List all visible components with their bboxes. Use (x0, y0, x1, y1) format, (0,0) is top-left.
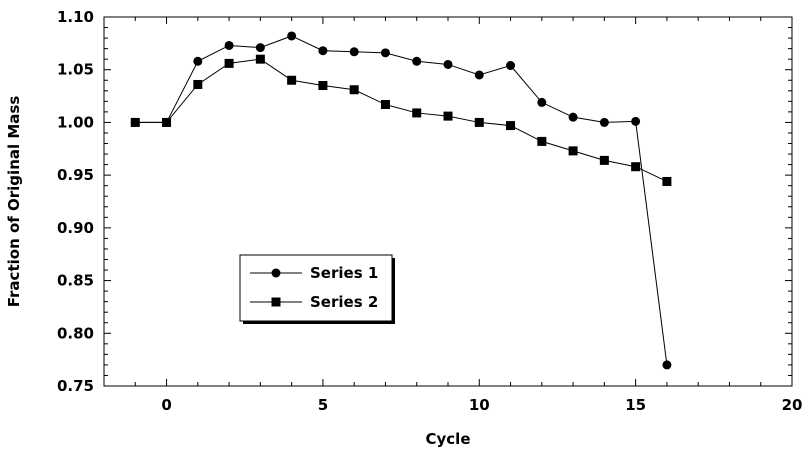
legend-marker (271, 268, 281, 278)
series-2-point (380, 100, 390, 110)
legend: Series 1 Series 2 (239, 254, 395, 324)
series-1 (130, 31, 672, 370)
series-2-point (224, 58, 234, 68)
legend-box (239, 254, 393, 322)
y-tick-label: 0.80 (57, 324, 94, 342)
legend-label: Series 2 (310, 293, 378, 311)
series-1-point (224, 40, 234, 50)
series-1-line (135, 35, 668, 365)
legend-marker (271, 297, 281, 307)
x-axis: 0 5 10 15 20 (103, 17, 803, 414)
x-tick-label: 20 (782, 396, 803, 414)
legend-label: Series 1 (310, 264, 378, 282)
y-tick-label: 0.75 (57, 377, 94, 395)
series-2-point (318, 81, 328, 91)
series-1-point (599, 117, 609, 127)
series-1-point (662, 360, 672, 370)
x-tick-label: 10 (469, 396, 490, 414)
series-2-point (162, 117, 172, 127)
series-1-point (568, 112, 578, 122)
y-tick-label: 1.05 (57, 61, 94, 79)
plot-frame (103, 16, 793, 387)
y-axis-title: Fraction of Original Mass (5, 96, 23, 308)
y-tick-label: 0.90 (57, 219, 94, 237)
series-2-point (287, 75, 297, 85)
series-2-point (537, 136, 547, 146)
series-1-point (631, 116, 641, 126)
y-tick-label: 0.85 (57, 272, 94, 290)
x-axis-title: Cycle (426, 430, 471, 448)
x-tick-label: 0 (161, 396, 171, 414)
series-1-point (443, 59, 453, 69)
series-2-point (474, 117, 484, 127)
series-1-point (474, 70, 484, 80)
x-tick-label: 5 (318, 396, 328, 414)
series-2-point (662, 176, 672, 186)
series-1-point (318, 46, 328, 56)
series-1-point (255, 43, 265, 53)
series-1-point (287, 31, 297, 41)
series-2-point (631, 162, 641, 172)
series-2-point (255, 54, 265, 64)
series-2-point (599, 155, 609, 165)
y-axis: 0.75 0.80 0.85 0.90 0.95 1.00 1.05 1.10 (57, 8, 792, 395)
series-1-point (349, 47, 359, 57)
series-1-point (506, 60, 516, 70)
series-layer (130, 31, 672, 370)
series-2-point (349, 85, 359, 95)
x-tick-label: 15 (625, 396, 646, 414)
y-tick-label: 1.10 (57, 8, 94, 26)
series-1-point (537, 97, 547, 107)
series-2-point (412, 108, 422, 118)
y-tick-label: 0.95 (57, 166, 94, 184)
series-2-point (130, 117, 140, 127)
y-tick-label: 1.00 (57, 113, 94, 131)
series-2-point (568, 146, 578, 156)
series-2 (130, 54, 672, 186)
series-1-point (412, 56, 422, 66)
series-1-point (380, 48, 390, 58)
plot-border (103, 16, 793, 387)
series-2-point (506, 121, 516, 131)
series-2-point (443, 111, 453, 121)
series-1-point (193, 56, 203, 66)
series-2-line (135, 58, 668, 182)
series-2-point (193, 79, 203, 89)
